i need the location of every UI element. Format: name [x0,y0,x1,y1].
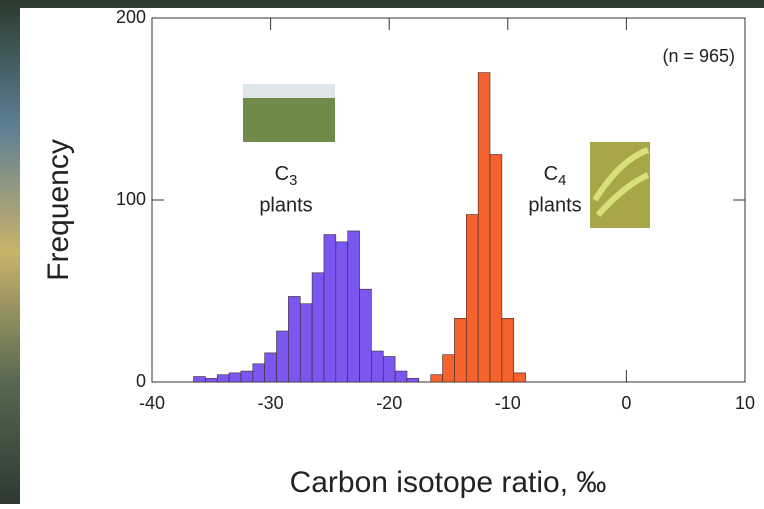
histogram-bar [240,370,254,383]
x-tick-label: -10 [495,393,521,413]
x-tick-label: -30 [258,393,284,413]
c3-base: C [275,163,289,185]
c3-sub: 3 [289,172,297,189]
histogram-bar [216,374,230,383]
histogram-bar [276,330,289,383]
c4-photo-detail [592,147,650,218]
x-tick-label: -40 [139,393,165,413]
x-axis-label: Carbon isotope ratio, ‰ [290,466,607,499]
histogram-bar [205,378,218,383]
c3-label-line2: plants [259,194,312,216]
x-tick-label: 0 [621,393,631,413]
y-tick-label: 100 [116,189,146,209]
histogram-bar [347,230,360,383]
histogram-bar [454,317,467,383]
histogram-bar [465,214,479,383]
histogram-bar [264,352,277,383]
panel [20,8,764,504]
histogram-bar [477,72,491,383]
histogram-bar [406,378,420,383]
c4-base: C [544,163,558,185]
histogram-bar [359,288,372,383]
histogram-bar [299,303,313,383]
histogram-bar [394,370,408,383]
histogram-bar [489,154,503,383]
histogram-bar [323,234,337,383]
c4-sub: 4 [558,172,566,189]
c3-photo-sky [243,84,335,98]
x-tick-label: 10 [735,393,755,413]
n-annotation: (n = 965) [662,46,735,66]
histogram-bar [252,363,265,383]
histogram-bar [501,317,515,383]
histogram-bar [311,272,325,383]
histogram-bar [513,372,526,383]
c4-label-line2: plants [528,194,581,216]
histogram-bar [442,354,455,383]
histogram-bar [371,350,384,383]
histogram-bar [335,241,348,383]
histogram-bar [193,376,206,383]
x-tick-label: -20 [376,393,402,413]
c4-label: C4 [544,163,567,189]
c3-label: C3 [275,163,298,189]
y-tick-label: 0 [136,371,146,391]
histogram-bar [288,296,301,383]
y-axis-label: Frequency [42,139,75,281]
histogram-bar [228,372,242,383]
y-tick-label: 200 [116,7,146,27]
histogram-bar [382,356,396,383]
histogram-bar [430,374,443,383]
